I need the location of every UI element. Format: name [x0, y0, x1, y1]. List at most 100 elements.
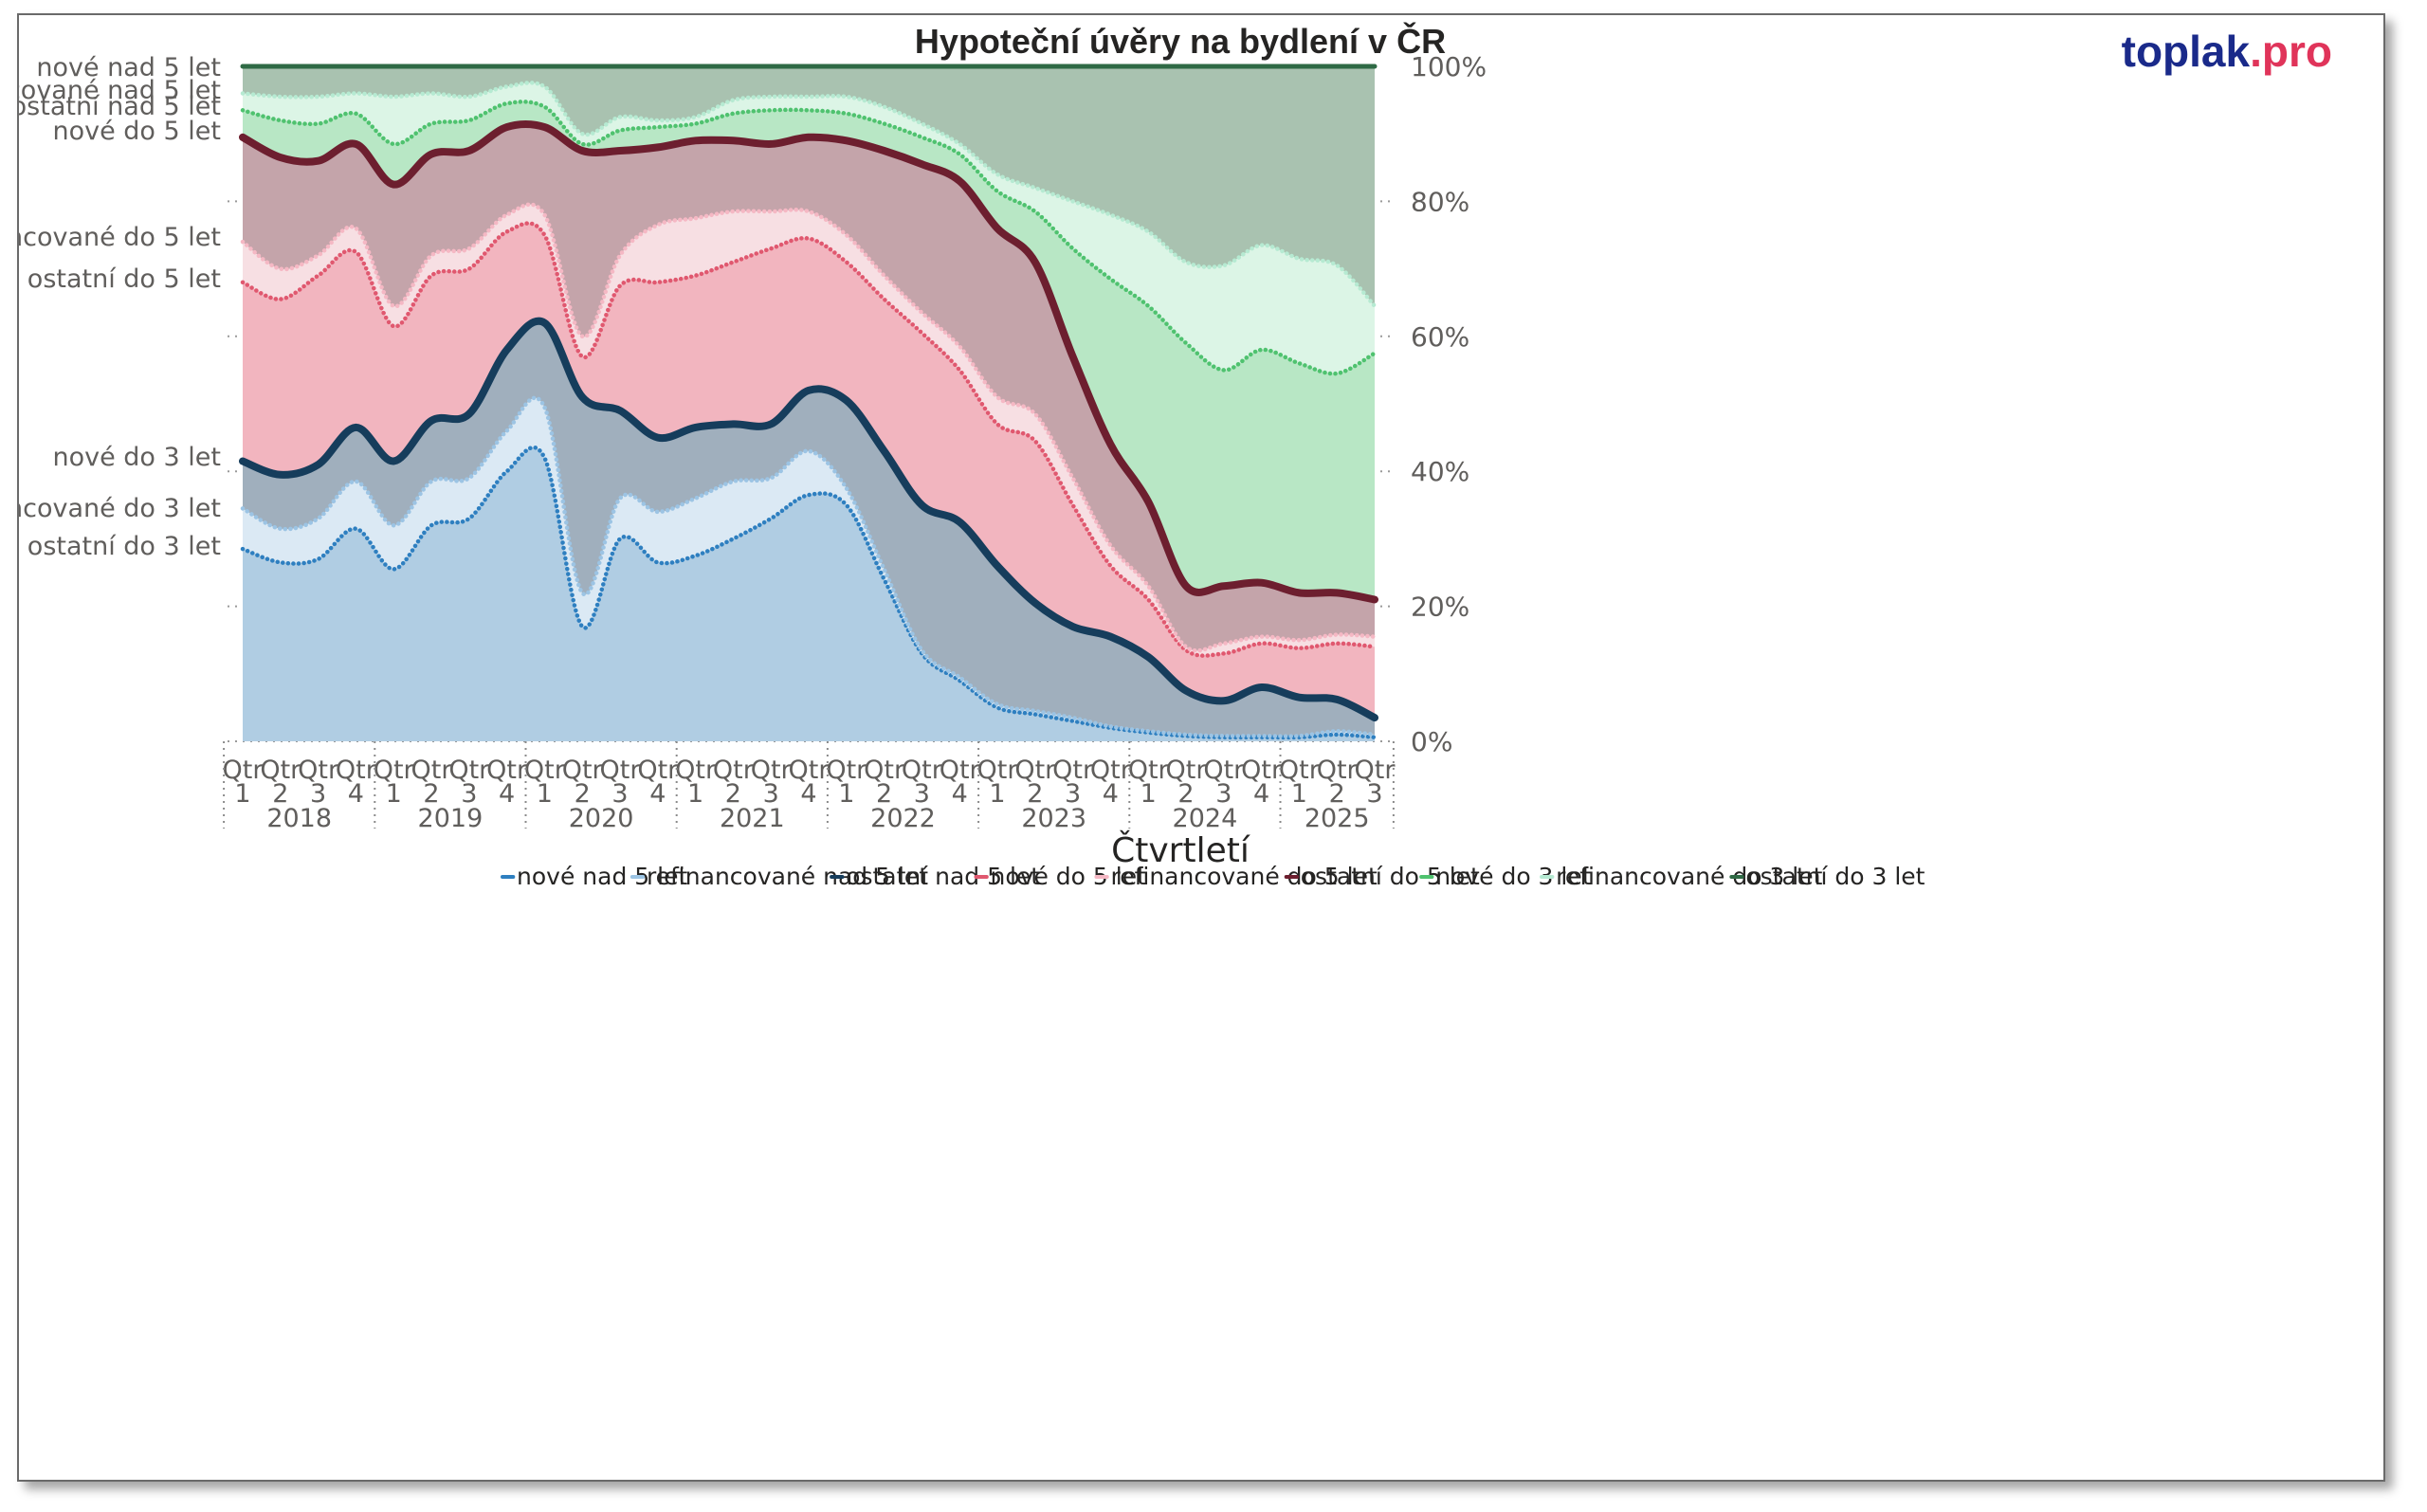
- legend-item-label: refinancované nad 5 let: [647, 863, 928, 890]
- x-tick-prefix: Qtr: [298, 756, 339, 785]
- x-tick-prefix: Qtr: [637, 756, 679, 785]
- x-tick-prefix: Qtr: [789, 756, 830, 785]
- series-line-1: [240, 395, 1378, 738]
- x-tick-year: 2023: [1021, 804, 1086, 833]
- series-end-label: refinancované nad 5 let: [19, 76, 221, 105]
- x-tick-quarter: 3: [1366, 779, 1382, 809]
- x-axis-title: Čtvrtletí: [1111, 830, 1250, 870]
- legend-item-label: refinancované do 3 let: [1556, 863, 1822, 890]
- x-tick-quarter: 2: [1027, 779, 1043, 809]
- x-tick-prefix: Qtr: [826, 756, 867, 785]
- x-tick-prefix: Qtr: [713, 756, 755, 785]
- x-tick-quarter: 3: [461, 779, 477, 809]
- y-tick-label: 80%: [1411, 186, 1469, 217]
- chart-canvas: Hypoteční úvěry na bydlení v ČR toplak.p…: [19, 21, 2332, 890]
- x-tick-quarter: 3: [763, 779, 779, 809]
- series-end-label: nové nad 5 let: [36, 53, 221, 82]
- legend-item-label: refinancované do 5 let: [1110, 863, 1377, 890]
- series-line-7: [240, 81, 1378, 309]
- x-tick-quarter: 4: [952, 779, 968, 809]
- x-tick-prefix: Qtr: [1355, 756, 1396, 785]
- series-lines: [239, 64, 1378, 740]
- y-tick-label: 20%: [1411, 592, 1469, 623]
- x-tick-quarter: 3: [611, 779, 628, 809]
- y-tick-label: 0%: [1411, 726, 1452, 757]
- x-tick-quarter: 1: [989, 779, 1005, 809]
- legend-item-label: nové do 5 let: [991, 863, 1147, 890]
- x-tick-prefix: Qtr: [1014, 756, 1056, 785]
- x-tick-prefix: Qtr: [1279, 756, 1321, 785]
- x-tick-year: 2021: [720, 804, 785, 833]
- x-tick-quarter: 1: [1141, 779, 1157, 809]
- x-tick-quarter: 3: [914, 779, 930, 809]
- x-tick-prefix: Qtr: [940, 756, 981, 785]
- x-tick-prefix: Qtr: [1241, 756, 1283, 785]
- x-tick-prefix: Qtr: [448, 756, 490, 785]
- x-tick-quarter: 1: [1291, 779, 1307, 809]
- x-tick-quarter: 4: [1103, 779, 1119, 809]
- x-tick-prefix: Qtr: [336, 756, 377, 785]
- x-tick-quarter: 1: [838, 779, 854, 809]
- series-line-4: [240, 202, 1378, 653]
- x-tick-year: 2022: [870, 804, 936, 833]
- x-tick-prefix: Qtr: [1317, 756, 1359, 785]
- series-line-5: [239, 119, 1378, 604]
- x-tick-prefix: Qtr: [600, 756, 642, 785]
- x-tick-year: 2025: [1305, 804, 1370, 833]
- x-tick-quarter: 4: [649, 779, 666, 809]
- x-tick-quarter: 1: [537, 779, 553, 809]
- legend-item-label: nové do 3 let: [1435, 863, 1592, 890]
- brand-logo: toplak.pro: [2122, 27, 2332, 76]
- x-tick-prefix: Qtr: [1052, 756, 1094, 785]
- x-tick-prefix: Qtr: [1090, 756, 1132, 785]
- series-end-label: nové do 5 let: [52, 117, 221, 146]
- x-tick-prefix: Qtr: [260, 756, 301, 785]
- x-tick-quarter: 3: [1215, 779, 1232, 809]
- x-tick-quarter: 2: [1177, 779, 1194, 809]
- x-tick-quarter: 4: [348, 779, 364, 809]
- area-0: [243, 446, 1375, 741]
- chart-title: Hypoteční úvěry na bydlení v ČR: [915, 21, 1446, 61]
- brand-suffix: .pro: [2250, 27, 2332, 76]
- legend-item-label: ostatní nad 5 let: [846, 863, 1040, 890]
- x-tick-prefix: Qtr: [977, 756, 1019, 785]
- x-tick-quarter: 4: [499, 779, 515, 809]
- x-tick-prefix: Qtr: [524, 756, 566, 785]
- series-end-label: ostatní nad 5 let: [19, 92, 221, 121]
- x-tick-quarter: 2: [876, 779, 892, 809]
- series-end-label: ostatní do 3 let: [27, 532, 221, 561]
- x-tick-quarter: 2: [725, 779, 741, 809]
- x-tick-quarter: 2: [423, 779, 439, 809]
- x-tick-quarter: 1: [234, 779, 250, 809]
- x-tick-year: 2020: [569, 804, 634, 833]
- x-tick-prefix: Qtr: [223, 756, 265, 785]
- y-axis: 0% 20% 40% 60% 80% 100%: [1411, 51, 1487, 757]
- x-tick-prefix: Qtr: [1166, 756, 1208, 785]
- x-tick-quarter: 2: [1329, 779, 1345, 809]
- legend-item-label: ostatní do 3 let: [1745, 863, 1925, 890]
- series-end-label: nové do 3 let: [52, 443, 221, 472]
- x-tick-quarter: 3: [310, 779, 326, 809]
- x-tick-quarter: 1: [687, 779, 703, 809]
- x-tick-prefix: Qtr: [864, 756, 905, 785]
- brand-name: toplak: [2122, 27, 2251, 76]
- x-axis: Qtr1Qtr2Qtr3Qtr4Qtr1Qtr2Qtr3Qtr4Qtr1Qtr2…: [223, 741, 1396, 833]
- x-tick-prefix: Qtr: [751, 756, 793, 785]
- series-line-6: [240, 100, 1378, 376]
- series-end-label: refinancované do 5 let: [19, 223, 221, 252]
- series-end-label: ostatní do 5 let: [27, 264, 221, 294]
- x-tick-quarter: 2: [575, 779, 591, 809]
- legend-item-label: nové nad 5 let: [517, 863, 687, 890]
- x-tick-prefix: Qtr: [411, 756, 453, 785]
- y-tick-label: 40%: [1411, 456, 1469, 487]
- x-tick-prefix: Qtr: [486, 756, 528, 785]
- x-tick-quarter: 1: [386, 779, 402, 809]
- x-tick-quarter: 4: [1253, 779, 1269, 809]
- x-tick-prefix: Qtr: [562, 756, 604, 785]
- y-tick-label: 60%: [1411, 321, 1469, 353]
- x-tick-prefix: Qtr: [1128, 756, 1170, 785]
- x-tick-quarter: 2: [272, 779, 288, 809]
- x-tick-quarter: 4: [800, 779, 816, 809]
